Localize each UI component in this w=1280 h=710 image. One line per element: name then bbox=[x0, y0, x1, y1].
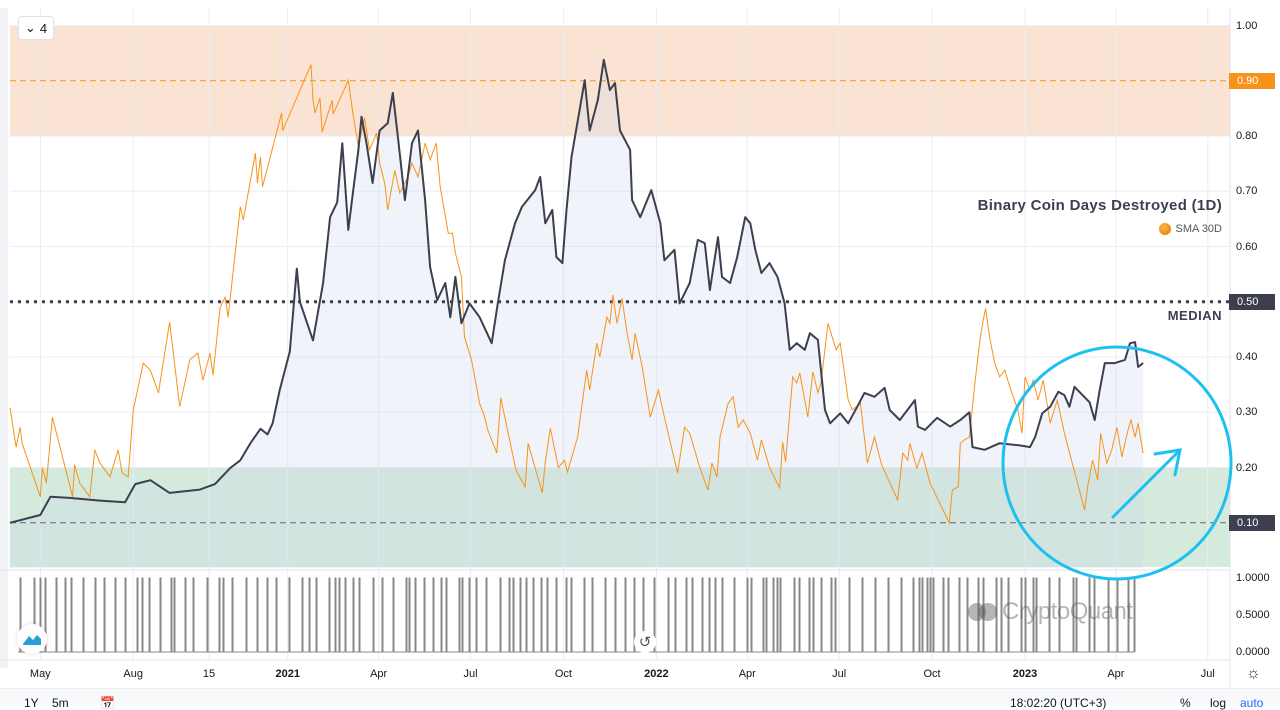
cryptoquant-logo-icon bbox=[968, 601, 998, 623]
y-tick-label: 0.90 bbox=[1229, 72, 1275, 89]
indicator-count: 4 bbox=[39, 20, 48, 36]
y-tick-label: 0.10 bbox=[1229, 514, 1275, 531]
series-area-fill bbox=[10, 59, 1144, 569]
y-tick-label: 0.20 bbox=[1236, 461, 1258, 474]
tradingview-logo-icon[interactable] bbox=[17, 624, 47, 654]
x-tick-label: Apr bbox=[370, 668, 388, 680]
collapse-indicators-button[interactable]: ⌄ 4 bbox=[18, 16, 54, 40]
x-tick-label: 15 bbox=[202, 668, 216, 680]
calendar-icon[interactable]: 📅 bbox=[100, 696, 115, 710]
y-tick-label: 0.70 bbox=[1236, 185, 1258, 198]
y-tick-label: 0.60 bbox=[1236, 240, 1258, 253]
x-tick-label: Jul bbox=[1200, 668, 1215, 680]
y-tick-label: 0.40 bbox=[1236, 351, 1258, 363]
indicator-tick-label: 0.5000 bbox=[1236, 609, 1270, 621]
x-tick-label: Apr bbox=[738, 668, 756, 680]
chart-title: Binary Coin Days Destroyed (1D) bbox=[977, 197, 1222, 214]
sma-dot-icon bbox=[1158, 223, 1171, 235]
annotation-arrow-shaft bbox=[1111, 450, 1180, 519]
x-tick-label: May bbox=[29, 668, 51, 680]
chevron-down-icon: ⌄ bbox=[24, 20, 36, 35]
range-1y-button[interactable]: 1Y bbox=[24, 696, 39, 710]
x-tick-label: Oct bbox=[923, 668, 941, 680]
settings-gear-icon[interactable]: ☼ bbox=[1246, 665, 1261, 682]
y-tick-label: 0.80 bbox=[1236, 130, 1258, 142]
y-tick-label: 0.50 bbox=[1229, 293, 1275, 310]
sma-30d-line bbox=[9, 64, 1144, 525]
x-tick-label: 2023 bbox=[1012, 668, 1038, 680]
log-toggle[interactable]: log bbox=[1210, 696, 1227, 710]
x-tick-label: 2022 bbox=[644, 668, 669, 680]
x-tick-label: Oct bbox=[554, 668, 572, 680]
bottom-toolbar: 1Y 5m 📅 18:02:20 (UTC+3) % log auto bbox=[0, 688, 1280, 710]
x-tick-label: 2021 bbox=[275, 668, 300, 680]
left-scroll-strip[interactable] bbox=[0, 8, 8, 668]
indicator-tick-label: 0.0000 bbox=[1236, 646, 1270, 658]
annotation-arrow-head bbox=[1153, 448, 1182, 477]
y-tick-label: 0.30 bbox=[1236, 406, 1258, 419]
watermark-text: CryptoQuant bbox=[1002, 598, 1133, 625]
indicator-tick-label: 1.0000 bbox=[1236, 572, 1270, 584]
x-tick-label: Aug bbox=[123, 668, 143, 680]
x-tick-label: Apr bbox=[1107, 668, 1125, 680]
x-tick-label: Jul bbox=[463, 668, 478, 680]
range-5m-button[interactable]: 5m bbox=[52, 696, 69, 710]
binary-indicator-line bbox=[18, 577, 1136, 653]
y-tick-label: 1.00 bbox=[1236, 19, 1258, 32]
binary-cdd-line bbox=[9, 58, 1144, 524]
legend-sma[interactable]: SMA 30D bbox=[1158, 223, 1222, 235]
watermark: CryptoQuant bbox=[968, 598, 1133, 626]
x-tick-label: Jul bbox=[832, 668, 847, 680]
chart-canvas[interactable] bbox=[0, 0, 1280, 690]
auto-toggle[interactable]: auto bbox=[1240, 696, 1264, 710]
legend-sma-label: SMA 30D bbox=[1175, 223, 1222, 235]
clock-time[interactable]: 18:02:20 (UTC+3) bbox=[1010, 696, 1107, 710]
percent-toggle[interactable]: % bbox=[1180, 696, 1191, 710]
annotation-circle bbox=[1001, 345, 1233, 581]
reset-chart-icon[interactable]: ↺ bbox=[634, 631, 656, 653]
median-label: MEDIAN bbox=[1167, 308, 1222, 323]
